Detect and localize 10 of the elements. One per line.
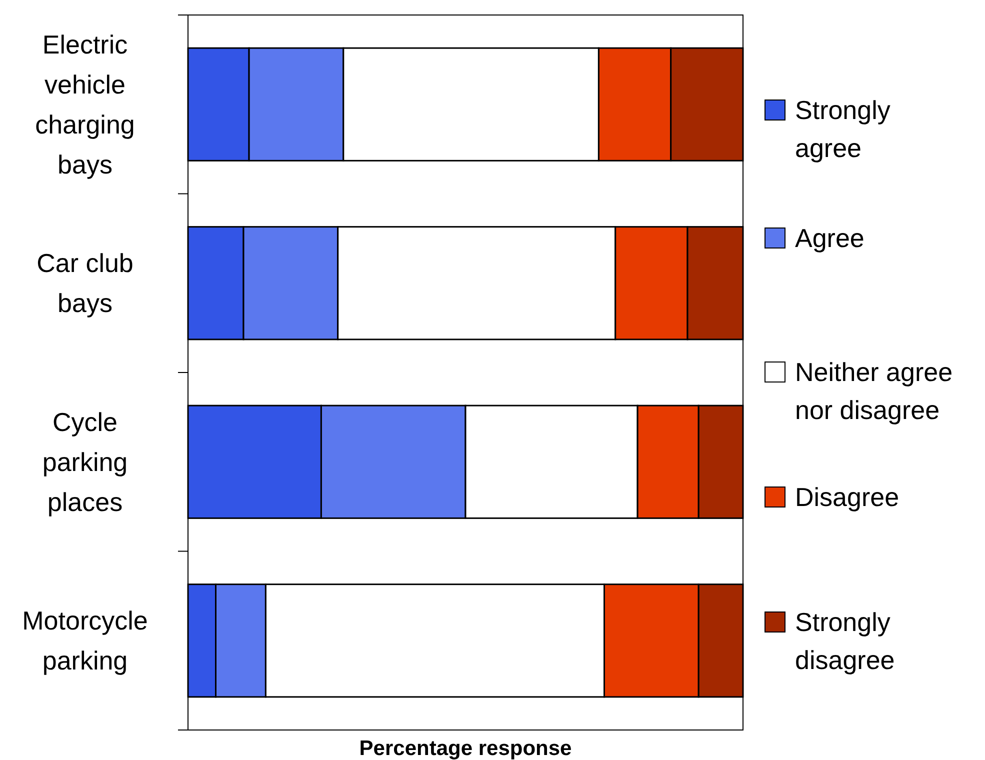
- legend-label: Strongly agree: [795, 95, 890, 163]
- y-tick-label: Motorcycle parking: [22, 606, 148, 676]
- legend-label: Disagree: [795, 482, 900, 512]
- x-axis-title: Percentage response: [359, 737, 572, 760]
- y-tick-label: Car club bays: [36, 248, 134, 318]
- legend-label: Agree: [795, 223, 864, 253]
- y-tick-label: Cycle parking places: [42, 406, 128, 517]
- y-tick-label: Electric vehicle charging bays: [35, 29, 135, 180]
- legend-label: Strongly disagree: [795, 607, 895, 675]
- legend-label: Neither agree nor disagree: [795, 357, 953, 425]
